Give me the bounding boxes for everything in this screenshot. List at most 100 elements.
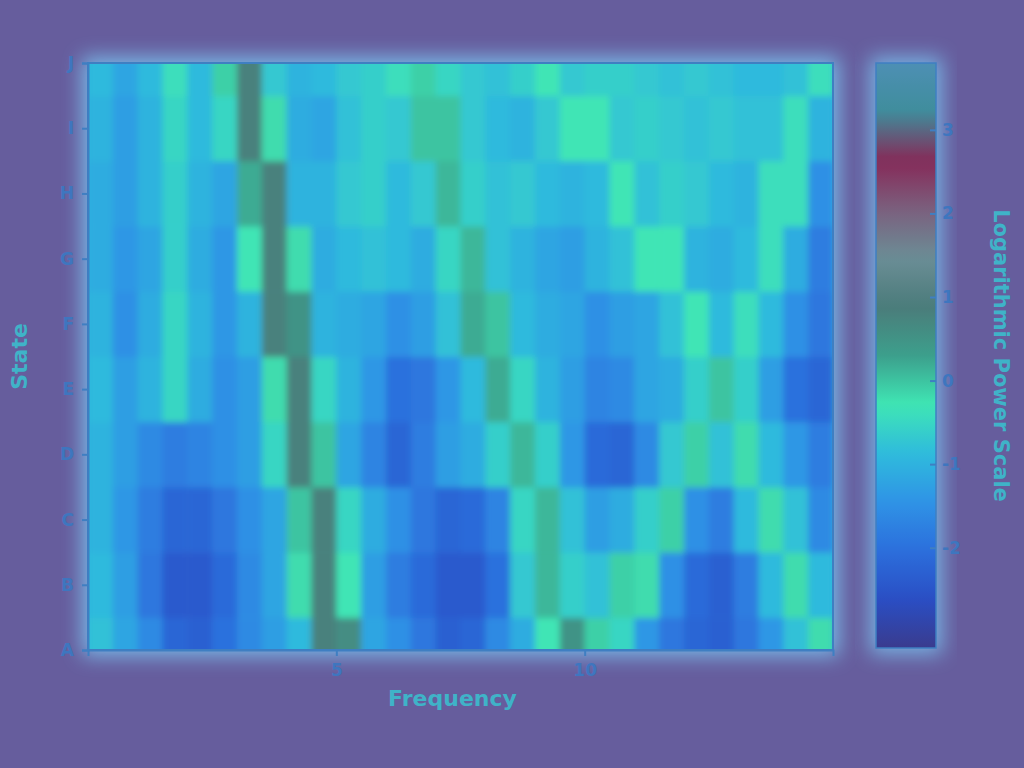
- heatmap-cell: [187, 161, 212, 227]
- heatmap-cell: [634, 487, 659, 553]
- heatmap-cell: [684, 552, 709, 618]
- heatmap-cell: [510, 487, 535, 553]
- tick-mark: [82, 128, 88, 130]
- heatmap-cell: [262, 552, 287, 618]
- heatmap-cell: [163, 291, 188, 357]
- heatmap-cell: [610, 96, 635, 162]
- tick-mark: [82, 389, 88, 391]
- heatmap-cell: [411, 357, 436, 423]
- heatmap-cell: [510, 226, 535, 292]
- heatmap-cell: [560, 63, 585, 96]
- heatmap-cell: [163, 63, 188, 96]
- tick: H: [60, 183, 88, 203]
- heatmap-cell: [386, 226, 411, 292]
- heatmap-cell: [361, 226, 386, 292]
- heatmap-cell: [411, 291, 436, 357]
- heatmap-cell: [461, 552, 486, 618]
- heatmap-cell: [485, 357, 510, 423]
- axis-line: [82, 64, 89, 651]
- heatmap-cell: [287, 63, 312, 96]
- heatmap-cell: [585, 617, 610, 650]
- heatmap-cell: [138, 487, 163, 553]
- heatmap-cell: [88, 552, 113, 618]
- heatmap-cell: [659, 161, 684, 227]
- heatmap-cell: [783, 161, 808, 227]
- heatmap-cell: [783, 291, 808, 357]
- tick: A: [61, 640, 88, 660]
- heatmap-cell: [684, 96, 709, 162]
- heatmap-cell: [237, 617, 262, 650]
- heatmap-cell: [237, 357, 262, 423]
- tick-label: 1: [942, 287, 954, 307]
- tick: 0: [930, 371, 954, 391]
- x-axis: 510: [89, 650, 834, 680]
- heatmap-cell: [138, 357, 163, 423]
- heatmap-cell: [386, 487, 411, 553]
- plot-background: [88, 63, 833, 650]
- tick: 1: [930, 287, 954, 307]
- heatmap-cell: [634, 617, 659, 650]
- tick-label: -2: [942, 538, 961, 558]
- heatmap-cell: [361, 291, 386, 357]
- heatmap-cell: [510, 161, 535, 227]
- heatmap-cell: [535, 161, 560, 227]
- heatmap-cell: [386, 552, 411, 618]
- heatmap-cell: [659, 226, 684, 292]
- heatmap-cell: [312, 226, 337, 292]
- heatmap-cell: [287, 617, 312, 650]
- tick-label: -1: [942, 454, 961, 474]
- heatmap-cell: [610, 487, 635, 553]
- heatmap-cell: [212, 552, 237, 618]
- heatmap-cell: [634, 96, 659, 162]
- heatmap-cell: [808, 161, 833, 227]
- heatmap-cell: [212, 617, 237, 650]
- heatmap-cell: [734, 552, 759, 618]
- heatmap-cell: [237, 161, 262, 227]
- heatmap-cell: [759, 617, 784, 650]
- heatmap-cell: [287, 552, 312, 618]
- heatmap-cell: [138, 63, 163, 96]
- heatmap-cell: [212, 357, 237, 423]
- heatmap-cell: [734, 422, 759, 488]
- heatmap-cell: [808, 487, 833, 553]
- axis-line: [89, 651, 834, 657]
- heatmap-cell: [163, 487, 188, 553]
- heatmap-cell: [361, 487, 386, 553]
- tick-mark: [82, 584, 88, 586]
- heatmap-cell: [113, 161, 138, 227]
- tick: -2: [930, 538, 961, 558]
- heatmap-cell: [783, 357, 808, 423]
- heatmap-cell: [709, 161, 734, 227]
- heatmap-cell: [336, 96, 361, 162]
- plot-area: [88, 63, 833, 650]
- heatmap-cell: [560, 96, 585, 162]
- y-axis-title: State: [7, 323, 32, 390]
- heatmap-cell: [187, 422, 212, 488]
- heatmap-cell: [287, 96, 312, 162]
- heatmap-cell: [808, 422, 833, 488]
- heatmap-cell: [361, 161, 386, 227]
- heatmap-cell: [461, 487, 486, 553]
- heatmap-cell: [386, 422, 411, 488]
- heatmap-cell: [187, 617, 212, 650]
- heatmap-cell: [113, 422, 138, 488]
- heatmap-cell: [436, 487, 461, 553]
- heatmap-cell: [684, 291, 709, 357]
- heatmap-cell: [287, 226, 312, 292]
- heatmap-cell: [436, 161, 461, 227]
- heatmap-cell: [88, 617, 113, 650]
- tick: C: [62, 509, 88, 529]
- heatmap-cell: [684, 617, 709, 650]
- heatmap-cell: [585, 96, 610, 162]
- heatmap-cell: [659, 422, 684, 488]
- colorbar-title: Logarithmic Power Scale: [989, 209, 1013, 502]
- heatmap-cell: [361, 552, 386, 618]
- heatmap-cell: [634, 422, 659, 488]
- heatmap-cell: [634, 226, 659, 292]
- tick-mark: [930, 129, 936, 131]
- heatmap-cell: [436, 357, 461, 423]
- heatmap-cell: [560, 291, 585, 357]
- heatmap-cell: [88, 422, 113, 488]
- heatmap-cell: [88, 63, 113, 96]
- heatmap-cell: [585, 357, 610, 423]
